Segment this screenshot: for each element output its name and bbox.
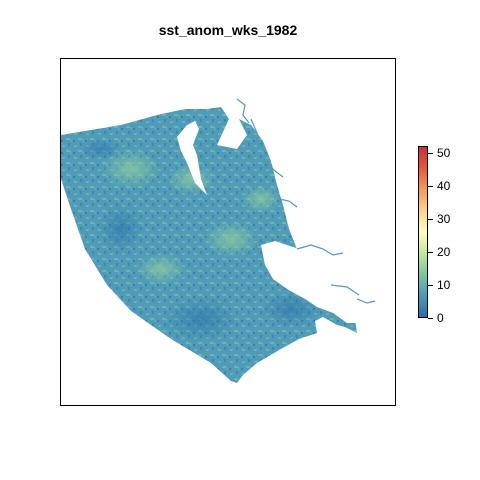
colorbar-tick-label: 0 [437,311,444,325]
map-panel [60,58,396,406]
island-landmass [177,121,207,195]
peninsula-landmass [261,241,373,323]
colorbar [418,146,428,318]
colorbar-tick-mark [428,185,433,187]
colorbar-tick-mark [428,251,433,253]
colorbar-tick-label: 40 [437,178,451,193]
colorbar-tick-mark [428,152,433,154]
colorbar-tick-label: 30 [437,211,451,226]
sst-anomaly-map [61,98,376,383]
colorbar-tick-label: 10 [437,277,451,292]
colorbar-tick-label: 20 [437,244,451,259]
colorbar-tick-label: 50 [437,145,451,160]
estuary-channels [236,98,376,304]
plot-title: sst_anom_wks_1982 [158,22,298,38]
colorbar-tick-mark [428,284,433,286]
colorbar-tick-mark [428,318,433,319]
colorbar-tick-mark [428,218,433,220]
sea-surface [61,107,357,383]
